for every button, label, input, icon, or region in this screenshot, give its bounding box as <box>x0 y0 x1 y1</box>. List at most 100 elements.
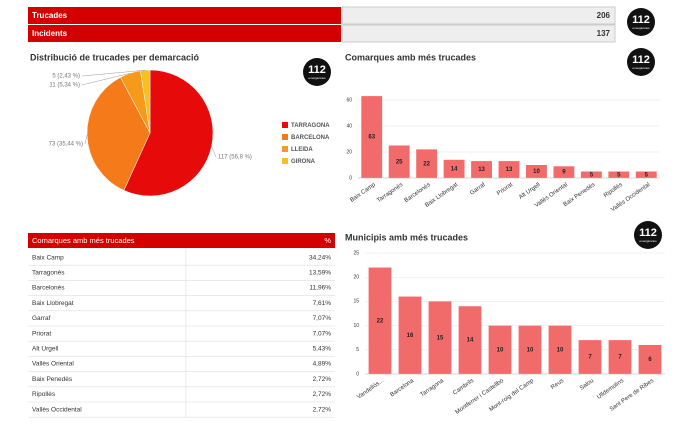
x-tick-label: Reus <box>550 378 565 391</box>
bar <box>388 145 410 178</box>
logo-text: emergències <box>639 239 657 243</box>
table-cell: Baix Llobregat <box>32 300 74 307</box>
table-cell: Vallès Occidental <box>32 406 82 413</box>
table-cell: 7,07% <box>313 330 332 337</box>
table-cell: 7,61% <box>313 300 332 307</box>
bar-value-label: 15 <box>437 335 444 341</box>
table-cell: Alt Urgell <box>32 346 59 353</box>
table-cell: 7,07% <box>313 315 332 322</box>
y-tick-label: 60 <box>346 97 352 103</box>
bar <box>471 161 492 178</box>
bar <box>428 301 452 374</box>
bar <box>361 96 383 178</box>
bar-value-label: 5 <box>645 172 649 178</box>
table-cell: Tarragonès <box>32 270 65 277</box>
bar <box>580 171 602 178</box>
table-cell: 5,43% <box>313 346 332 353</box>
summary-value-bg <box>341 6 616 25</box>
bar-value-label: 10 <box>533 169 540 175</box>
y-tick-label: 40 <box>346 123 352 129</box>
chart-title: Comarques amb més trucades <box>345 52 476 62</box>
bar-value-label: 25 <box>396 159 403 165</box>
bar <box>398 296 422 374</box>
y-tick-label: 20 <box>353 275 359 281</box>
logo-number: 112 <box>632 14 650 26</box>
table-cell: 34,24% <box>309 254 331 261</box>
bar <box>518 325 542 374</box>
logo-text: emergències <box>308 76 326 80</box>
table-cell: 4,89% <box>313 361 332 368</box>
x-tick-label: Barcelona <box>389 378 415 399</box>
table-cell: Priorat <box>32 330 51 337</box>
slice-label: 5 (2,43 %) <box>52 74 80 80</box>
logo-circle <box>303 58 331 86</box>
bar-value-label: 16 <box>407 333 414 339</box>
bar <box>608 340 632 374</box>
bar-value-label: 6 <box>648 357 652 363</box>
logo-circle <box>634 221 662 249</box>
legend-swatch <box>282 146 288 152</box>
bar <box>526 165 547 178</box>
y-tick-label: 10 <box>353 323 359 329</box>
x-tick-label: Salou <box>579 378 595 392</box>
summary-label: Trucades <box>32 11 68 20</box>
bar-value-label: 13 <box>478 167 485 173</box>
legend-swatch <box>282 122 288 128</box>
bar <box>553 166 575 178</box>
legend-label: GIRONA <box>291 159 316 165</box>
x-tick-label: Ulldemolins <box>596 378 625 401</box>
legend-swatch <box>282 134 288 140</box>
bar-value-label: 13 <box>506 167 513 173</box>
bar <box>368 267 392 374</box>
x-tick-label: Garraf <box>469 182 487 197</box>
bar <box>443 159 465 178</box>
y-tick-label: 15 <box>353 299 359 305</box>
x-tick-label: Tarragonès <box>376 182 404 204</box>
bar-value-label: 5 <box>590 172 594 178</box>
bar-value-label: 63 <box>368 135 375 141</box>
x-tick-label: Alt Urgell <box>518 182 541 201</box>
bar <box>416 149 438 178</box>
bar <box>608 171 630 178</box>
bar-value-label: 5 <box>617 172 621 178</box>
bar <box>488 325 512 374</box>
bar-value-label: 14 <box>467 338 474 344</box>
y-tick-label: 25 <box>353 250 359 256</box>
bar <box>578 340 602 374</box>
bar <box>638 344 662 374</box>
table-cell: Ripollès <box>32 391 56 398</box>
y-tick-label: 5 <box>356 347 359 353</box>
slice-label: 117 (56,8 %) <box>218 155 252 161</box>
bar-value-label: 9 <box>562 170 566 176</box>
leader-line <box>84 134 88 145</box>
x-tick-label: Cambrils <box>452 378 475 396</box>
pie-slice <box>86 77 151 191</box>
legend-label: TARRAGONA <box>291 123 330 129</box>
bar <box>458 306 482 374</box>
summary-label: Incidents <box>32 29 68 38</box>
table-cell: 2,72% <box>313 406 332 413</box>
table-cell: Garraf <box>32 315 51 322</box>
table-cell: Barcelonès <box>32 285 65 292</box>
chart-title: Municipis amb més trucades <box>345 232 468 242</box>
legend-label: LLEIDA <box>291 147 313 153</box>
logo-circle <box>627 8 655 36</box>
summary-value: 206 <box>597 11 611 20</box>
summary-value-bg <box>341 24 616 43</box>
logo-number: 112 <box>308 64 326 76</box>
chart-title: Distribució de trucades per demarcació <box>30 52 200 62</box>
table-header: Comarques amb més trucades <box>32 236 135 245</box>
logo-number: 112 <box>632 54 650 66</box>
bar-value-label: 22 <box>377 318 384 324</box>
y-tick-label: 20 <box>346 149 352 155</box>
summary-label-bg <box>28 7 341 24</box>
summary-value: 137 <box>597 29 611 38</box>
table-header-bg <box>28 233 335 248</box>
logo-number: 112 <box>639 227 657 239</box>
leader-line <box>211 146 217 158</box>
table-cell: Baix Penedès <box>32 376 73 383</box>
x-tick-label: Ripollès <box>603 182 624 199</box>
bar-value-label: 14 <box>451 166 458 172</box>
